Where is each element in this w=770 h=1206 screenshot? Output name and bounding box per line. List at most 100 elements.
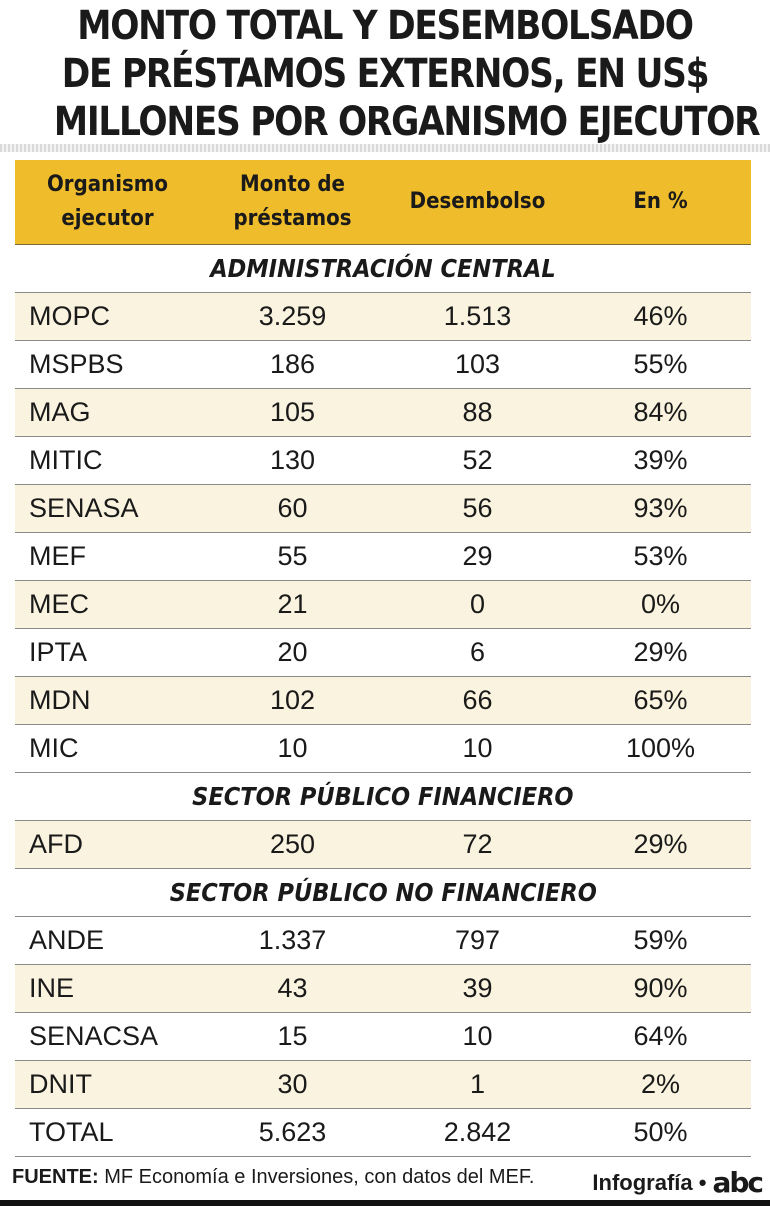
- bottom-bar: [0, 1200, 770, 1206]
- cell-organismo: ANDE: [29, 925, 105, 955]
- table-row: ANDE 1.337 797 59%: [15, 917, 751, 965]
- cell-monto: 10: [277, 733, 308, 763]
- cell-desembolso: 0: [469, 589, 486, 619]
- cell-organismo: MEC: [29, 589, 89, 619]
- cell-desembolso: 103: [454, 349, 501, 379]
- cell-porcentaje: 59%: [633, 925, 688, 955]
- data-table: Organismo ejecutor Monto de préstamos De…: [15, 160, 751, 1157]
- cell-desembolso: 6: [469, 637, 486, 667]
- cell-organismo: AFD: [29, 829, 83, 859]
- abc-logo: abc: [712, 1166, 764, 1199]
- cell-organismo: IPTA: [29, 637, 88, 667]
- cell-monto: 186: [269, 349, 316, 379]
- cell-porcentaje: 50%: [633, 1117, 688, 1147]
- cell-porcentaje: 93%: [633, 493, 688, 523]
- table-row: MSPBS 186 103 55%: [15, 341, 751, 389]
- source-label: FUENTE:: [12, 1166, 99, 1188]
- cell-organismo: INE: [29, 973, 75, 1003]
- cell-monto: 43: [277, 973, 308, 1003]
- cell-organismo: MSPBS: [29, 349, 124, 379]
- cell-organismo: MOPC: [29, 301, 110, 331]
- title-line-3: MILLONES POR ORGANISMO EJECUTOR: [53, 99, 761, 145]
- cell-porcentaje: 29%: [633, 637, 688, 667]
- cell-desembolso: 66: [462, 685, 493, 715]
- table-body: ADMINISTRACIÓN CENTRAL MOPC 3.259 1.513 46% M…: [15, 245, 751, 1157]
- cell-monto: 1.337: [258, 925, 327, 955]
- cell-porcentaje: 39%: [633, 445, 688, 475]
- cell-desembolso: 56: [462, 493, 493, 523]
- table-row: SENASA 60 56 93%: [15, 485, 751, 533]
- cell-porcentaje: 55%: [633, 349, 688, 379]
- cell-organismo: MITIC: [29, 445, 103, 475]
- cell-desembolso: 1: [469, 1069, 486, 1099]
- divider-bar: [0, 144, 770, 152]
- cell-organismo: SENASA: [29, 493, 139, 523]
- cell-desembolso: 29: [462, 541, 493, 571]
- cell-porcentaje: 2%: [640, 1069, 681, 1099]
- total-row: TOTAL 5.623 2.842 50%: [15, 1109, 751, 1157]
- cell-porcentaje: 46%: [633, 301, 688, 331]
- chart-title: MONTO TOTAL Y DESEMBOLSADO DE PRÉSTAMOS …: [0, 2, 770, 146]
- cell-porcentaje: 53%: [633, 541, 688, 571]
- title-line-2: DE PRÉSTAMOS EXTERNOS, EN US$: [61, 51, 710, 97]
- cell-porcentaje: 29%: [633, 829, 688, 859]
- cell-porcentaje: 0%: [640, 589, 681, 619]
- cell-organismo: MDN: [29, 685, 91, 715]
- section-heading: SECTOR PÚBLICO FINANCIERO: [15, 773, 751, 821]
- table-row: AFD 250 72 29%: [15, 821, 751, 869]
- cell-organismo: DNIT: [29, 1069, 92, 1099]
- cell-organismo: SENACSA: [29, 1021, 159, 1051]
- cell-desembolso: 797: [454, 925, 501, 955]
- table-row: IPTA 20 6 29%: [15, 629, 751, 677]
- cell-porcentaje: 64%: [633, 1021, 688, 1051]
- cell-desembolso: 10: [462, 733, 493, 763]
- table-row: MAG 105 88 84%: [15, 389, 751, 437]
- source-note: FUENTE: MF Economía e Inversiones, con d…: [12, 1166, 534, 1189]
- cell-monto: 250: [269, 829, 316, 859]
- column-header-desembolso: Desembolso: [409, 189, 546, 214]
- cell-desembolso: 52: [462, 445, 493, 475]
- cell-porcentaje: 90%: [633, 973, 688, 1003]
- table-row: MITIC 130 52 39%: [15, 437, 751, 485]
- table-row: SENACSA 15 10 64%: [15, 1013, 751, 1061]
- table-row: MDN 102 66 65%: [15, 677, 751, 725]
- cell-monto: 20: [277, 637, 308, 667]
- table-row: MEF 55 29 53%: [15, 533, 751, 581]
- section-heading: SECTOR PÚBLICO NO FINANCIERO: [15, 869, 751, 917]
- cell-porcentaje: 84%: [633, 397, 688, 427]
- section-title: ADMINISTRACIÓN CENTRAL: [210, 254, 556, 283]
- cell-monto: 21: [277, 589, 308, 619]
- credit: Infografía • abc: [592, 1166, 764, 1199]
- cell-monto: 130: [269, 445, 316, 475]
- cell-porcentaje: 65%: [633, 685, 688, 715]
- cell-monto: 102: [269, 685, 316, 715]
- cell-desembolso: 1.513: [443, 301, 512, 331]
- title-line-1: MONTO TOTAL Y DESEMBOLSADO: [77, 3, 694, 49]
- cell-monto: 55: [277, 541, 308, 571]
- table-row: MOPC 3.259 1.513 46%: [15, 293, 751, 341]
- section-heading: ADMINISTRACIÓN CENTRAL: [15, 245, 751, 293]
- cell-monto: 15: [277, 1021, 308, 1051]
- section-title: SECTOR PÚBLICO NO FINANCIERO: [169, 878, 597, 907]
- credit-text: Infografía •: [592, 1169, 707, 1195]
- cell-porcentaje: 100%: [625, 733, 696, 763]
- cell-monto: 3.259: [258, 301, 327, 331]
- cell-desembolso: 2.842: [443, 1117, 512, 1147]
- cell-monto: 30: [277, 1069, 308, 1099]
- section-title: SECTOR PÚBLICO FINANCIERO: [192, 782, 574, 811]
- cell-organismo: MIC: [29, 733, 79, 763]
- table-header: Organismo ejecutor Monto de préstamos De…: [15, 160, 751, 245]
- cell-organismo: MAG: [29, 397, 91, 427]
- cell-desembolso: 39: [462, 973, 493, 1003]
- cell-monto: 60: [277, 493, 308, 523]
- table-row: DNIT 30 1 2%: [15, 1061, 751, 1109]
- column-header-porcentaje: En %: [633, 189, 688, 214]
- cell-monto: 5.623: [258, 1117, 327, 1147]
- column-header-organismo: Organismo ejecutor: [46, 172, 169, 231]
- table-row: INE 43 39 90%: [15, 965, 751, 1013]
- cell-monto: 105: [269, 397, 316, 427]
- source-text: MF Economía e Inversiones, con datos del…: [98, 1166, 535, 1188]
- cell-desembolso: 10: [462, 1021, 493, 1051]
- table-row: MEC 21 0 0%: [15, 581, 751, 629]
- cell-desembolso: 88: [462, 397, 493, 427]
